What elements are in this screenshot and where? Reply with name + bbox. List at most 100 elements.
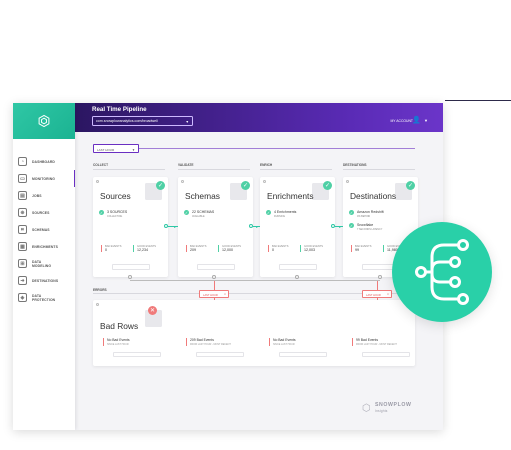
metric-value: 0	[272, 247, 274, 252]
schemas-icon: ⌗	[18, 225, 27, 234]
card-status: ✓ Amazon Redshift 0% BEHIND	[349, 210, 384, 218]
time-range-select[interactable]: LAST HOUR ▼	[93, 144, 139, 153]
card-status: ✓ 22 SCHEMAS AVAILABLE	[184, 210, 214, 218]
metric-label: GOOD EVENTS	[387, 245, 407, 248]
pipeline-url-value: com.snowplowanalytics.com/broadwell	[96, 119, 158, 124]
arrow-right-icon: ▸	[174, 223, 177, 229]
sidebar-item-schemas[interactable]: ⌗ SCHEMAS	[13, 221, 75, 238]
account-chevron-down-icon[interactable]: ▼	[424, 118, 428, 123]
errors-section-label: ERRORS	[93, 288, 107, 292]
bad-rows-panel: ✕ Bad Rows No Bad Events SINCE LAST HOUR …	[93, 300, 415, 366]
sidebar-logo[interactable]	[13, 103, 75, 139]
card-details-button[interactable]	[197, 264, 235, 270]
card-status-secondary: ✓ Snowflake 7 SECONDS LATENCY	[349, 223, 382, 231]
errors-divider	[93, 293, 415, 294]
metric-value: 12,003	[304, 247, 315, 252]
sidebar-item-monitoring[interactable]: ▭ MONITORING	[13, 170, 75, 187]
check-circle-icon: ✓	[349, 223, 354, 228]
status-text: 3 SOURCES	[107, 210, 128, 214]
card-menu-dot[interactable]	[181, 180, 184, 183]
sidebar-item-data-protection[interactable]: ◈ DATA PROTECTION	[13, 289, 75, 306]
top-header: Real Time Pipeline com.snowplowanalytics…	[75, 103, 443, 132]
card-metrics: BAD EVENTS 0 GOOD EVENTS 12,003	[268, 245, 332, 253]
bad-rows-details-button[interactable]	[362, 352, 410, 357]
hub-node	[378, 275, 382, 279]
metric-label: BAD EVENTS	[105, 245, 122, 248]
jobs-icon: ▤	[18, 191, 27, 200]
sources-card[interactable]: ✓ Sources ✓ 3 SOURCES COLLECTING BAD EVEN…	[93, 177, 168, 277]
data-protection-icon: ◈	[18, 293, 27, 302]
bad-events-metric: BAD EVENTS 0	[101, 245, 133, 253]
close-circle-icon: ✕	[148, 306, 157, 315]
metric-label: GOOD EVENTS	[304, 245, 324, 248]
pipeline-url-select[interactable]: com.snowplowanalytics.com/broadwell ▼	[92, 116, 193, 126]
arrow-right-icon: ▸	[256, 223, 259, 229]
panel-title: Bad Rows	[100, 321, 139, 331]
bad-rows-subtitle: FROM LAST HOUR - MOST RECENT	[356, 342, 397, 346]
good-events-metric: GOOD EVENTS 12,003	[300, 245, 332, 253]
panel-menu-dot[interactable]	[96, 303, 99, 306]
status-subtext: 7 SECONDS LATENCY	[357, 227, 383, 231]
hub-node	[295, 275, 299, 279]
check-circle-icon: ✓	[349, 210, 354, 215]
column-divider	[178, 169, 250, 170]
card-status: ✓ 3 SOURCES COLLECTING	[99, 210, 127, 218]
card-menu-dot[interactable]	[346, 180, 349, 183]
column-label-collect: COLLECT	[93, 163, 109, 167]
check-circle-icon: ✓	[184, 210, 189, 215]
sidebar-item-jobs[interactable]: ▤ JOBS	[13, 187, 75, 204]
hub-line	[130, 280, 380, 281]
bad-rows-details-button[interactable]	[279, 352, 327, 357]
error-connector	[214, 281, 215, 290]
check-icon: ✓	[406, 181, 415, 190]
metric-label: BAD EVENTS	[355, 245, 372, 248]
status-subtext: AVAILABLE	[192, 214, 205, 218]
sidebar-item-sources[interactable]: ⊕ SOURCES	[13, 204, 75, 221]
sidebar-item-destinations[interactable]: ➜ DESTINATIONS	[13, 272, 75, 289]
account-label[interactable]: MY ACCOUNT	[390, 119, 413, 123]
app-window: ◔ DASHBOARD ▭ MONITORING ▤ JOBS ⊕ SOURCE…	[13, 103, 443, 430]
destinations-error-filter[interactable]: LAST HOUR ✕	[362, 290, 392, 298]
bad-rows-item: No Bad Events SINCE LAST HOUR	[269, 338, 339, 346]
bad-rows-details-button[interactable]	[196, 352, 244, 357]
metric-label: BAD EVENTS	[272, 245, 289, 248]
bad-rows-item: No Bad Events SINCE LAST HOUR	[103, 338, 173, 346]
column-label-validate: VALIDATE	[178, 163, 194, 167]
bad-rows-item: 99 Bad Events FROM LAST HOUR - MOST RECEN…	[352, 338, 422, 346]
enrichments-icon: ▦	[18, 242, 27, 251]
chevron-down-icon: ▼	[185, 119, 189, 124]
bad-rows-details-button[interactable]	[113, 352, 161, 357]
user-icon[interactable]: 👤	[412, 117, 421, 124]
good-events-metric: GOOD EVENTS 11,980	[383, 245, 415, 253]
pipeline-connector	[168, 226, 178, 227]
bad-events-metric: BAD EVENTS 209	[186, 245, 218, 253]
brand-product: Insights	[375, 408, 388, 413]
status-subtext: 0% BEHIND	[357, 214, 371, 218]
metric-label: BAD EVENTS	[190, 245, 207, 248]
sources-icon: ⊕	[18, 208, 27, 217]
card-title: Sources	[100, 191, 131, 201]
card-menu-dot[interactable]	[96, 180, 99, 183]
connector-node	[331, 224, 335, 228]
metric-label: GOOD EVENTS	[222, 245, 242, 248]
card-details-button[interactable]	[279, 264, 317, 270]
filter-divider	[139, 148, 415, 149]
card-menu-dot[interactable]	[263, 180, 266, 183]
sidebar-item-enrichments[interactable]: ▦ ENRICHMENTS	[13, 238, 75, 255]
status-subtext: RUNNING	[274, 214, 286, 218]
column-divider	[343, 169, 415, 170]
bad-rows-subtitle: FROM LAST HOUR - MOST RECENT	[190, 342, 231, 346]
bad-rows-subtitle: SINCE LAST HOUR	[107, 342, 129, 346]
status-text: 22 SCHEMAS	[192, 210, 215, 214]
card-title: Enrichments	[267, 191, 314, 201]
good-events-metric: GOOD EVENTS 12,234	[133, 245, 165, 253]
schemas-card[interactable]: ✓ Schemas ✓ 22 SCHEMAS AVAILABLE BAD EVEN…	[178, 177, 253, 277]
schemas-error-filter[interactable]: LAST HOUR ✕	[199, 290, 229, 298]
sidebar-item-dashboard[interactable]: ◔ DASHBOARD	[13, 153, 75, 170]
good-events-metric: GOOD EVENTS 12,000	[218, 245, 250, 253]
check-circle-icon: ✓	[266, 210, 271, 215]
top-divider-line	[445, 100, 511, 101]
enrichments-card[interactable]: ✓ Enrichments ✓ 4 Enrichments RUNNING BAD…	[260, 177, 335, 277]
card-details-button[interactable]	[112, 264, 150, 270]
sidebar-item-data-modeling[interactable]: ⊞ DATA MODELING	[13, 255, 75, 272]
